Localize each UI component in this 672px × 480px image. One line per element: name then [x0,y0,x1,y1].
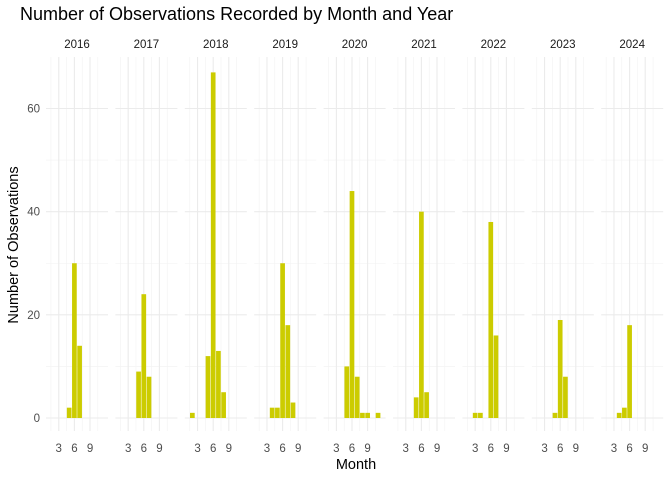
facet-panel-2024: 2024 3 6 9 [601,39,664,455]
facet-strip-label: 2023 [550,39,576,51]
x-tick-label: 9 [503,443,509,455]
x-tick-label: 9 [434,443,440,455]
x-tick-label: 6 [279,443,285,455]
x-tick-label: 3 [541,443,547,455]
facet-panel-2022: 2022 3 6 9 [462,39,525,455]
bar-2020-month-7 [354,376,360,418]
bar-2022-month-7 [493,335,499,418]
bar-2022-month-4 [478,412,483,418]
facet-panel-2021: 2021 3 6 9 [393,39,455,455]
bar-2018-month-2 [190,412,195,418]
facet-panel-2016: 2016 3 6 9 [46,39,108,455]
y-axis: 0 20 40 60 [27,104,40,426]
x-tick-label: 9 [642,443,648,455]
x-tick-label: 3 [403,443,409,455]
bar-2019-month-8 [290,402,296,418]
bar-2020-month-5 [344,366,350,418]
x-tick-label: 6 [349,443,355,455]
bar-2017-month-5 [136,371,141,418]
bar-2020-month-9 [365,412,370,418]
facet-strip-label: 2024 [619,39,645,51]
x-tick-label: 3 [333,443,339,455]
x-axis-title: Month [336,457,376,473]
bar-2018-month-5 [205,356,211,418]
x-tick-label: 6 [418,443,424,455]
facet-strip-label: 2020 [342,39,368,51]
bar-2016-month-7 [77,345,82,418]
y-tick-label: 40 [27,207,40,219]
bar-2023-month-7 [563,376,568,418]
facet-panel-2018: 2018 3 6 9 [184,39,247,455]
x-tick-label: 9 [295,443,301,455]
bar-2021-month-7 [424,392,429,418]
bar-2020-month-8 [360,412,365,418]
bar-2023-month-6 [557,319,563,418]
bar-2018-month-7 [216,350,221,418]
x-tick-label: 9 [573,443,579,455]
bar-2017-month-6 [141,294,147,418]
y-tick-label: 60 [27,104,40,116]
x-tick-label: 9 [156,443,162,455]
bar-2021-month-6 [419,211,424,418]
bar-2019-month-4 [269,407,275,418]
x-tick-label: 3 [264,443,270,455]
facet-strip-label: 2021 [411,39,437,51]
bar-2018-month-6 [210,72,216,419]
x-tick-label: 6 [557,443,563,455]
x-tick-label: 6 [626,443,632,455]
x-tick-label: 3 [472,443,478,455]
bar-2016-month-5 [66,407,72,418]
y-axis-title: Number of Observations [6,166,22,323]
facet-strip-label: 2017 [134,39,160,51]
y-tick-label: 20 [27,310,40,322]
x-tick-label: 3 [56,443,62,455]
facet-strip-label: 2016 [64,39,90,51]
bar-2024-month-4 [616,412,622,418]
bar-2024-month-6 [627,325,632,418]
x-tick-label: 3 [194,443,200,455]
y-tick-label: 0 [34,413,40,425]
facet-strip-label: 2018 [203,39,229,51]
bar-2020-month-6 [349,191,355,418]
facet-strip-label: 2019 [272,39,298,51]
bar-2023-month-5 [552,412,558,418]
x-tick-label: 9 [364,443,370,455]
facet-panel-2017: 2017 3 6 9 [115,39,178,455]
bar-2022-month-3 [472,412,478,418]
x-tick-label: 6 [141,443,147,455]
bar-2017-month-7 [146,376,152,418]
facet-panel-2023: 2023 3 6 9 [531,39,594,455]
bar-2024-month-5 [622,407,627,418]
facet-strip-label: 2022 [481,39,507,51]
bar-2022-month-6 [488,221,494,418]
chart-title: Number of Observations Recorded by Month… [20,4,453,24]
x-tick-label: 9 [87,443,93,455]
facet-panel-2020: 2020 3 6 9 [323,39,386,455]
facet-panel-2019: 2019 3 6 9 [254,39,317,455]
bar-2016-month-6 [72,263,77,418]
x-tick-label: 6 [210,443,216,455]
x-tick-label: 6 [71,443,77,455]
bar-2019-month-6 [280,263,285,418]
x-tick-label: 3 [125,443,131,455]
x-tick-label: 9 [226,443,232,455]
x-tick-label: 3 [611,443,617,455]
bar-2018-month-8 [221,392,226,418]
bar-2020-month-11 [375,412,381,418]
bar-2019-month-5 [275,407,280,418]
x-tick-label: 6 [488,443,494,455]
bar-2019-month-7 [285,325,291,418]
bar-2021-month-5 [413,397,419,418]
